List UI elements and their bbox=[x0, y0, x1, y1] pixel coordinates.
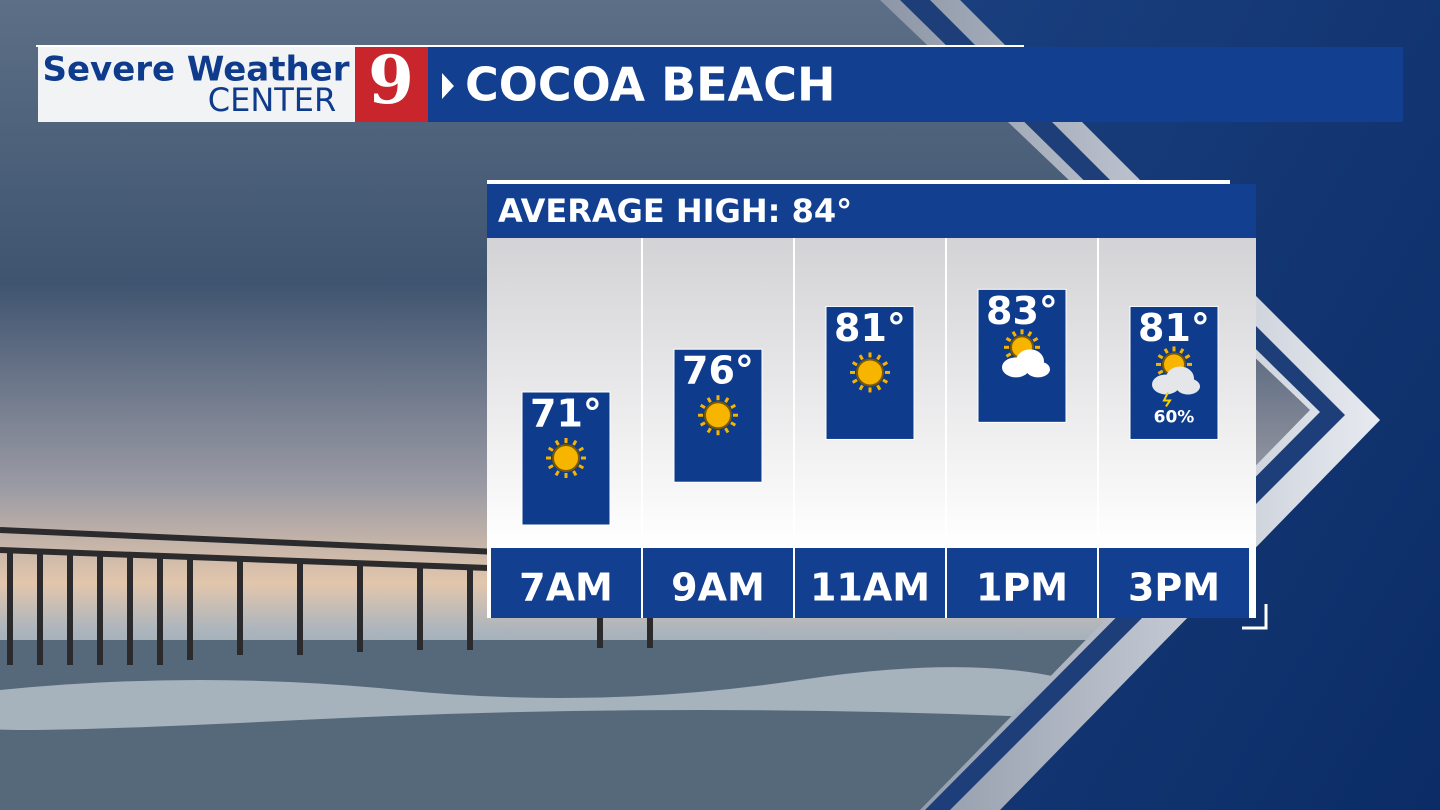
sun-ray bbox=[572, 439, 578, 446]
sun-ray bbox=[699, 403, 706, 410]
logo-line1: Severe Weather bbox=[42, 50, 349, 90]
sun-ray bbox=[699, 421, 706, 427]
x-tick-label: 1PM bbox=[976, 566, 1068, 610]
temperature-label: 76° bbox=[682, 349, 754, 393]
sun-ray bbox=[1005, 337, 1012, 343]
logo-box bbox=[38, 47, 356, 122]
sun-ray bbox=[706, 397, 712, 403]
cloud bbox=[1026, 361, 1050, 378]
sun-ray bbox=[572, 470, 578, 477]
temperature-label: 81° bbox=[1138, 306, 1210, 350]
time-cell bbox=[947, 548, 1097, 618]
sun-ray bbox=[1163, 348, 1169, 354]
sun-ray bbox=[1157, 354, 1164, 360]
sun-ray bbox=[706, 427, 712, 434]
x-tick-label: 11AM bbox=[810, 566, 930, 610]
temperature-label: 81° bbox=[834, 306, 906, 350]
wave bbox=[0, 667, 1100, 730]
sun-ray bbox=[1032, 337, 1039, 343]
location: COCOA BEACH bbox=[465, 58, 835, 112]
sun-ray bbox=[858, 354, 864, 361]
sun-ray bbox=[547, 446, 554, 452]
logo-number-box bbox=[355, 47, 428, 122]
sun-ray bbox=[1184, 354, 1191, 360]
panel-top-line bbox=[487, 180, 1230, 184]
sun-ray bbox=[1011, 330, 1017, 337]
lightning bbox=[1162, 391, 1172, 407]
sun-ray bbox=[876, 384, 882, 391]
sun-ray bbox=[851, 378, 858, 384]
sun-ray bbox=[1179, 348, 1185, 354]
sun-ray bbox=[882, 378, 889, 384]
arrow-icon bbox=[442, 73, 454, 99]
sun bbox=[856, 358, 884, 387]
header-line bbox=[36, 45, 1024, 47]
sun-ray bbox=[724, 397, 730, 403]
panel-title-bar bbox=[487, 184, 1256, 238]
sun-ray bbox=[876, 354, 882, 361]
logo-line2: CENTER bbox=[208, 81, 337, 119]
sun-ray bbox=[554, 439, 560, 446]
sun-ray bbox=[1005, 352, 1012, 358]
sun bbox=[552, 444, 580, 472]
cloud bbox=[1176, 378, 1200, 395]
corner-mark bbox=[1242, 604, 1268, 630]
sun-ray bbox=[1157, 369, 1164, 375]
time-cell bbox=[491, 548, 641, 618]
logo-number: 9 bbox=[368, 41, 414, 119]
temperature-label: 71° bbox=[530, 392, 602, 436]
sun bbox=[704, 401, 732, 430]
sun-ray bbox=[578, 464, 585, 470]
plot: 7AM 71° 9AM 76° 11AM 81° 1PM 83° 3PM 81° 60% bbox=[491, 238, 1249, 618]
x-tick-label: 3PM bbox=[1128, 566, 1220, 610]
panel-title: AVERAGE HIGH: 84° bbox=[498, 192, 852, 230]
precipitation-label: 60% bbox=[1154, 407, 1195, 427]
location-bar bbox=[428, 47, 1403, 122]
sun-ray bbox=[724, 427, 730, 434]
sun-ray bbox=[851, 361, 858, 367]
sun-ray bbox=[882, 361, 889, 367]
time-cell bbox=[643, 548, 793, 618]
chevron bbox=[880, 0, 1380, 810]
sun-ray bbox=[547, 464, 554, 470]
x-tick-label: 7AM bbox=[519, 566, 613, 610]
time-cell bbox=[795, 548, 945, 618]
sun-ray bbox=[1027, 330, 1033, 337]
sun-ray bbox=[730, 403, 737, 410]
time-cell bbox=[1099, 548, 1249, 618]
sun-ray bbox=[578, 446, 585, 452]
temperature-label: 83° bbox=[986, 289, 1058, 333]
sun-ray bbox=[730, 421, 737, 427]
sun-ray bbox=[858, 384, 864, 391]
x-tick-label: 9AM bbox=[671, 566, 765, 610]
sun-ray bbox=[554, 470, 560, 477]
right-backdrop bbox=[960, 0, 1440, 810]
